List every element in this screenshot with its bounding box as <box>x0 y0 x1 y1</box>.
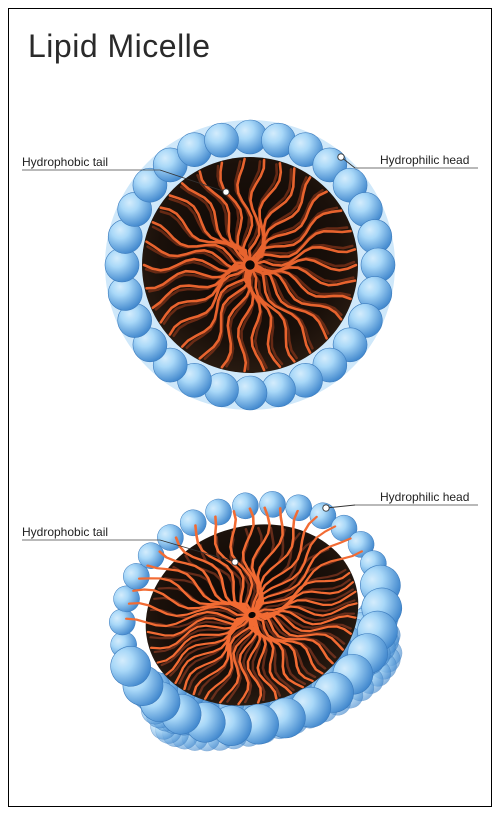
micelle-top <box>105 120 395 410</box>
diagram-svg <box>0 0 500 815</box>
micelle-bottom <box>71 453 436 784</box>
